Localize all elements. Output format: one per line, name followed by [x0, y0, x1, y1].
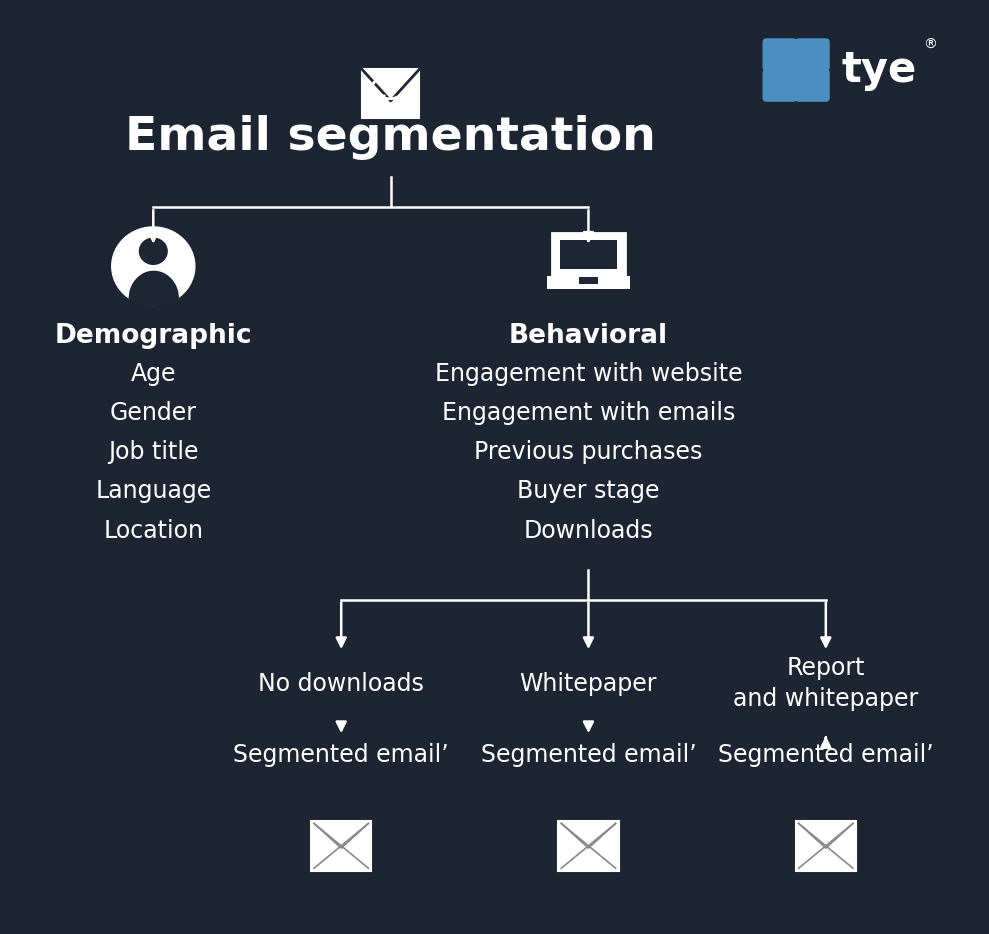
Bar: [0, 47, 989, 93]
FancyBboxPatch shape: [552, 233, 625, 276]
Bar: [362, 69, 419, 118]
Text: No downloads: No downloads: [258, 672, 424, 696]
Bar: [579, 277, 598, 284]
FancyBboxPatch shape: [311, 821, 372, 871]
Bar: [0, 841, 989, 887]
Text: Location: Location: [103, 518, 204, 543]
Bar: [0, 327, 989, 374]
Bar: [0, 420, 989, 467]
Circle shape: [139, 238, 167, 264]
FancyBboxPatch shape: [795, 38, 830, 71]
FancyBboxPatch shape: [558, 821, 619, 871]
Bar: [0, 467, 989, 514]
Text: Whitepaper: Whitepaper: [519, 672, 658, 696]
Text: ®: ®: [923, 38, 937, 52]
Bar: [0, 374, 989, 420]
Bar: [0, 93, 989, 140]
FancyBboxPatch shape: [763, 69, 797, 102]
Text: tye: tye: [842, 50, 917, 91]
Bar: [0, 187, 989, 234]
Bar: [547, 276, 630, 289]
Bar: [0, 280, 989, 327]
Text: Engagement with emails: Engagement with emails: [442, 401, 735, 425]
Bar: [0, 514, 989, 560]
Text: Age: Age: [131, 361, 176, 386]
Text: Downloads: Downloads: [523, 518, 654, 543]
Bar: [0, 747, 989, 794]
Bar: [0, 234, 989, 280]
Bar: [0, 887, 989, 934]
Bar: [0, 794, 989, 841]
Bar: [0, 607, 989, 654]
Text: Engagement with website: Engagement with website: [434, 361, 743, 386]
Text: Language: Language: [95, 479, 212, 503]
FancyBboxPatch shape: [795, 821, 855, 871]
Text: Segmented email’: Segmented email’: [233, 743, 449, 767]
Bar: [0, 560, 989, 607]
Text: Segmented email’: Segmented email’: [718, 743, 934, 767]
Bar: [0, 654, 989, 700]
Circle shape: [112, 227, 195, 305]
Text: Report
and whitepaper: Report and whitepaper: [733, 656, 919, 712]
Text: Email segmentation: Email segmentation: [126, 115, 656, 160]
FancyBboxPatch shape: [795, 69, 830, 102]
Bar: [0, 700, 989, 747]
FancyBboxPatch shape: [763, 38, 797, 71]
Text: Previous purchases: Previous purchases: [475, 440, 702, 464]
Text: Demographic: Demographic: [54, 323, 252, 349]
Bar: [560, 240, 617, 269]
Text: Behavioral: Behavioral: [509, 323, 668, 349]
Text: Buyer stage: Buyer stage: [517, 479, 660, 503]
Bar: [0, 140, 989, 187]
Text: Segmented email’: Segmented email’: [481, 743, 696, 767]
Bar: [0, 0, 989, 47]
Text: Gender: Gender: [110, 401, 197, 425]
Text: Job title: Job title: [108, 440, 199, 464]
